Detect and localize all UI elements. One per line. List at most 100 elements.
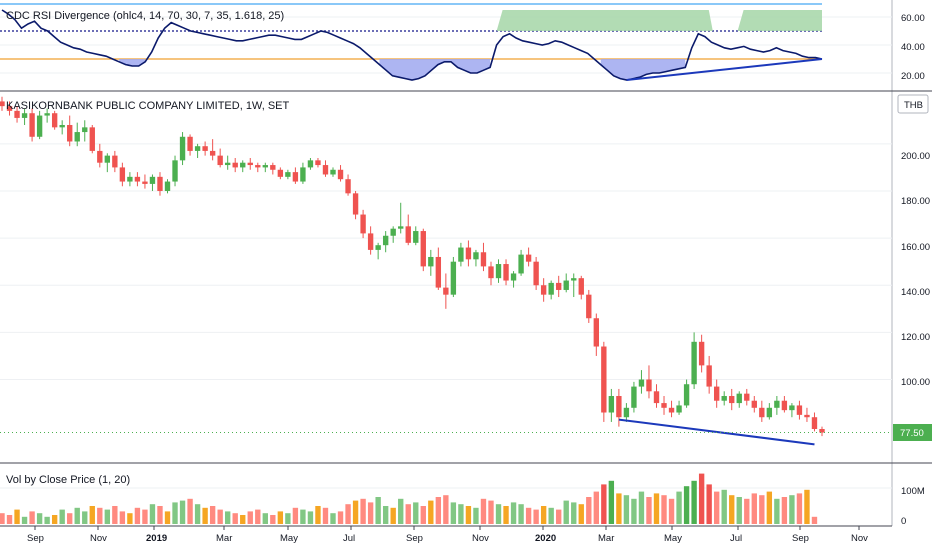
volume-bar	[142, 509, 148, 524]
candle-body	[367, 233, 374, 250]
volume-bar	[804, 489, 810, 524]
candle-body	[428, 256, 434, 267]
candle-body	[247, 162, 253, 166]
candle-body	[97, 150, 103, 163]
volume-bar	[571, 502, 577, 524]
rsi-indicator-title[interactable]: CDC RSI Divergence (ohlc4, 14, 70, 30, 7…	[6, 10, 284, 22]
volume-bar	[21, 516, 28, 524]
candle-body	[540, 285, 547, 295]
volume-bar	[315, 506, 321, 524]
candle-body	[6, 106, 13, 111]
volume-bar	[67, 513, 73, 524]
currency-badge-box[interactable]	[897, 94, 929, 114]
volume-bar	[262, 513, 268, 524]
rsi-pane[interactable]	[0, 3, 892, 81]
volume-bar	[488, 500, 494, 524]
candle-body	[67, 124, 73, 142]
candle-body	[548, 282, 554, 295]
volume-bar	[382, 506, 389, 524]
volume-bar	[465, 506, 472, 524]
volume-bar	[811, 516, 818, 524]
volume-bar	[247, 511, 253, 524]
volume-bar	[240, 515, 246, 524]
volume-bar	[164, 511, 171, 524]
volume-bar	[300, 509, 306, 524]
price-pane[interactable]	[0, 96, 892, 446]
rsi-overbought-fill	[737, 10, 822, 31]
volume-bar	[556, 509, 562, 524]
volume-pane[interactable]	[0, 473, 892, 524]
candle-body	[398, 226, 404, 229]
volume-bar	[149, 504, 156, 524]
candle-body	[713, 386, 720, 401]
volume-bar	[345, 504, 351, 524]
candle-body	[819, 429, 825, 433]
candle-body	[405, 226, 411, 243]
volume-bar	[518, 504, 524, 524]
volume-bar	[413, 502, 419, 524]
candle-body	[443, 287, 449, 295]
rsi-tick-60: 60.00	[901, 13, 925, 24]
volume-indicator-title[interactable]: Vol by Close Price (1, 20)	[6, 474, 130, 486]
candle-body	[495, 264, 502, 279]
volume-bar	[533, 509, 539, 524]
time-label-nov-2018: Nov	[90, 533, 107, 544]
candle-body	[352, 193, 359, 215]
volume-bar	[766, 491, 773, 524]
volume-bar	[209, 506, 216, 524]
candle-body	[623, 407, 630, 418]
volume-bar	[134, 507, 141, 524]
candle-body	[360, 214, 366, 234]
candle-body	[563, 280, 569, 290]
volume-bar	[390, 507, 396, 524]
volume-bar	[398, 498, 404, 524]
candle-body	[14, 110, 20, 118]
candle-body	[518, 254, 524, 274]
volume-bar	[698, 473, 705, 524]
volume-bar	[601, 484, 607, 524]
volume-bar	[458, 504, 464, 524]
candle-body	[29, 113, 35, 137]
volume-bar	[292, 507, 299, 524]
candle-body	[172, 160, 178, 182]
last-price-badge: 77.50	[900, 428, 924, 439]
volume-bar	[74, 507, 80, 524]
volume-bar	[89, 506, 95, 524]
volume-bar	[232, 513, 238, 524]
time-label-may-2020: May	[664, 533, 682, 544]
volume-bar	[0, 513, 5, 524]
volume-bar	[563, 500, 569, 524]
candle-body	[225, 162, 231, 166]
candle-body	[164, 181, 171, 191]
time-label-jul-2019: Jul	[343, 533, 355, 544]
volume-bar	[157, 506, 163, 524]
candle-body	[578, 278, 584, 295]
volume-bar	[187, 498, 193, 524]
candle-body	[774, 400, 780, 408]
volume-bar	[774, 498, 780, 524]
volume-bar	[495, 504, 502, 524]
candle-body	[112, 155, 118, 168]
volume-bar	[503, 506, 509, 524]
volume-bar	[450, 502, 457, 524]
candle-body	[510, 273, 517, 281]
time-label-may-2019: May	[280, 533, 298, 544]
volume-bar	[104, 509, 111, 524]
volume-bar	[51, 515, 58, 524]
candle-body	[729, 396, 735, 404]
volume-bar	[307, 511, 314, 524]
candle-body	[0, 101, 5, 107]
candle-body	[390, 228, 396, 236]
volume-bar	[112, 506, 118, 524]
symbol-title[interactable]: KASIKORNBANK PUBLIC COMPANY LIMITED, 1W,…	[6, 100, 289, 112]
candle-body	[766, 407, 773, 418]
time-label-sep-2020: Sep	[792, 533, 809, 544]
candle-body	[157, 176, 163, 191]
rsi-oversold-fill	[379, 59, 491, 80]
candle-body	[59, 124, 65, 128]
volume-bar	[683, 486, 690, 524]
volume-bar	[44, 516, 50, 524]
price-tick-180: 180.00	[901, 196, 930, 207]
candle-body	[586, 294, 592, 319]
